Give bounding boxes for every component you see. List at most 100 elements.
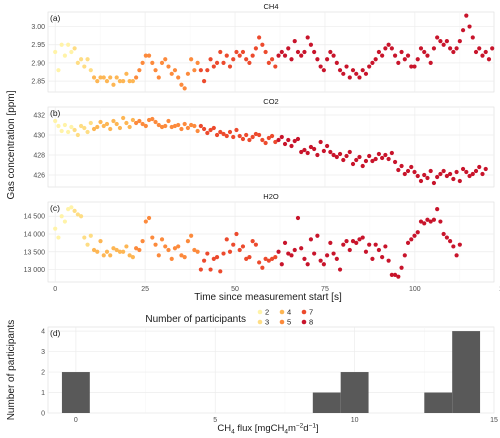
data-point <box>124 120 129 126</box>
data-point <box>231 242 236 247</box>
data-point <box>405 168 411 174</box>
data-point <box>176 75 181 80</box>
data-point <box>59 42 64 47</box>
panel-ch4: CH4 2.85 2.90 2.95 3.00 (a) <box>31 2 495 93</box>
data-point <box>279 262 284 267</box>
data-point <box>121 249 126 254</box>
data-point <box>179 82 184 87</box>
data-point <box>370 60 375 66</box>
data-point <box>108 126 113 132</box>
data-point <box>305 150 310 156</box>
data-point <box>360 163 365 169</box>
y-tick-label: 13 500 <box>24 249 46 256</box>
data-point <box>302 49 307 55</box>
data-point <box>282 240 288 245</box>
legend-swatch <box>257 319 263 325</box>
data-point <box>195 249 200 254</box>
data-point <box>315 233 320 238</box>
data-point <box>244 132 249 138</box>
data-point <box>166 118 171 124</box>
data-point <box>315 57 320 62</box>
x-tick-label: 100 <box>409 286 421 293</box>
data-point <box>111 246 116 251</box>
data-point <box>431 180 437 186</box>
data-point <box>257 260 262 265</box>
data-point <box>289 143 294 149</box>
y-tick-label: 13 000 <box>24 267 46 274</box>
data-point <box>189 122 194 128</box>
data-point <box>211 256 216 261</box>
data-point <box>163 244 168 249</box>
data-point <box>299 53 304 58</box>
data-point <box>95 124 100 130</box>
data-point <box>480 171 485 177</box>
y-tick-label: 2 <box>41 370 45 377</box>
data-point <box>444 38 449 44</box>
data-point <box>341 71 346 76</box>
y-tick-label: 430 <box>33 133 45 140</box>
data-point <box>260 137 265 143</box>
data-point <box>457 242 462 247</box>
data-point <box>350 68 356 73</box>
data-point <box>169 71 174 76</box>
data-point <box>399 163 404 169</box>
data-point <box>224 237 229 242</box>
data-point <box>198 267 203 272</box>
x-tick-label: 0 <box>53 286 57 293</box>
data-point <box>480 53 485 58</box>
data-point <box>402 171 407 177</box>
data-point <box>405 240 411 245</box>
data-point <box>214 255 220 260</box>
y-tick-label: 2.90 <box>31 60 45 67</box>
data-point <box>357 237 362 242</box>
data-point <box>59 214 64 219</box>
data-point <box>344 64 349 69</box>
data-point <box>75 60 80 66</box>
participants-axis-label: Number of participants <box>6 320 17 421</box>
data-point <box>198 123 203 129</box>
data-point <box>286 46 291 51</box>
data-point <box>337 151 343 157</box>
data-point <box>185 125 191 131</box>
data-point <box>137 68 142 73</box>
data-point <box>276 249 281 254</box>
data-point <box>276 53 281 58</box>
panel-strip-title: CH4 <box>263 2 278 11</box>
data-point <box>444 235 449 240</box>
legend-swatch <box>279 309 285 315</box>
data-point <box>189 57 194 62</box>
data-point <box>179 126 184 132</box>
data-point <box>370 256 375 261</box>
data-point <box>227 129 233 135</box>
data-point <box>117 78 123 84</box>
data-point <box>354 71 359 76</box>
data-point <box>198 68 203 73</box>
data-point <box>234 231 239 237</box>
data-point <box>386 156 391 162</box>
data-point <box>143 53 148 58</box>
data-point <box>376 49 382 55</box>
data-point <box>247 255 252 260</box>
data-point <box>211 64 216 69</box>
data-point <box>367 242 372 247</box>
data-point <box>192 247 197 253</box>
data-point <box>88 68 93 73</box>
data-point <box>460 28 466 33</box>
data-point <box>354 240 359 245</box>
data-point <box>185 239 191 244</box>
data-point <box>363 158 369 164</box>
data-point <box>448 46 453 51</box>
legend-label: 4 <box>287 308 291 317</box>
legend-title: Number of participants <box>145 314 246 325</box>
data-point <box>273 139 278 145</box>
panel-background <box>47 11 495 93</box>
data-point <box>451 244 456 249</box>
panel-strip-title: CO2 <box>263 97 278 106</box>
data-point <box>325 253 330 258</box>
data-point <box>470 35 475 40</box>
data-point <box>279 49 284 55</box>
data-point <box>227 64 233 69</box>
y-tick-label: 2.95 <box>31 42 45 49</box>
data-point <box>334 256 339 261</box>
data-point <box>127 78 132 84</box>
